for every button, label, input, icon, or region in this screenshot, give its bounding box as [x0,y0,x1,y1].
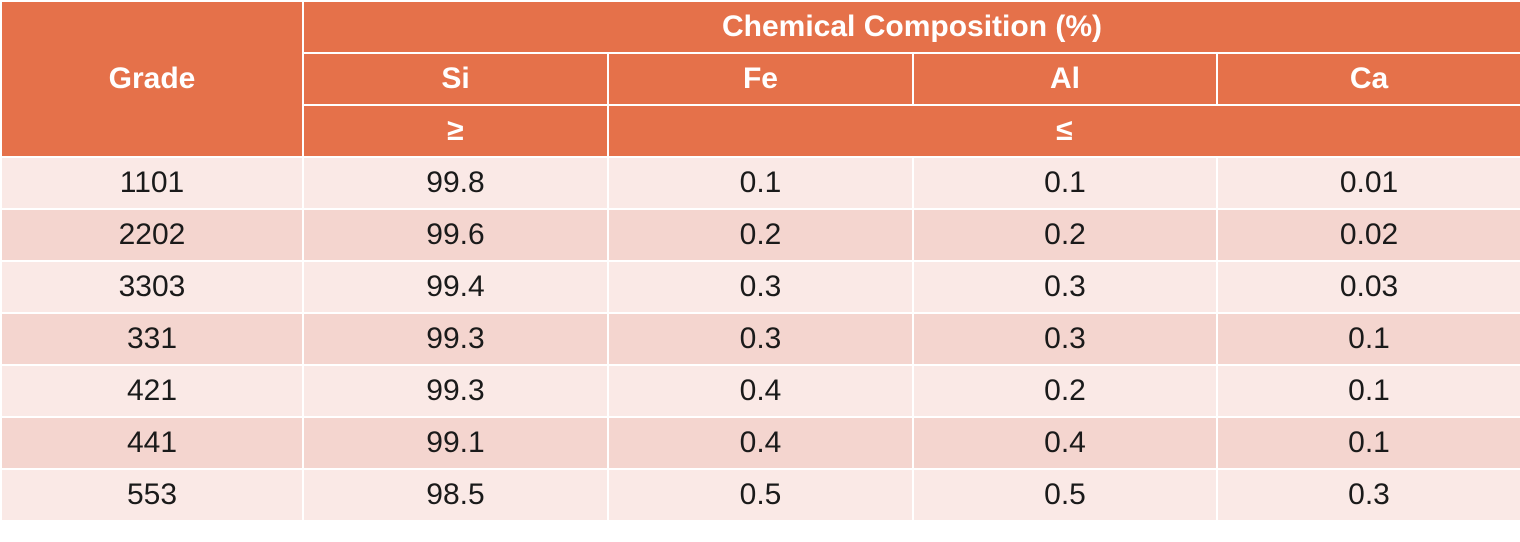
ca-cell: 0.1 [1215,312,1520,366]
si-cell: 99.6 [302,208,609,262]
ca-cell: 0.03 [1215,260,1520,314]
fe-cell: 0.2 [607,208,914,262]
al-cell: 0.3 [912,312,1218,366]
table-body: 1101 99.8 0.1 0.1 0.01 2202 99.6 0.2 0.2… [0,156,1520,522]
grade-cell: 441 [0,416,304,470]
grade-cell: 553 [0,468,304,522]
al-cell: 0.1 [912,156,1218,210]
si-cell: 98.5 [302,468,609,522]
fe-cell: 0.1 [607,156,914,210]
si-cell: 99.4 [302,260,609,314]
grade-cell: 2202 [0,208,304,262]
fe-cell: 0.5 [607,468,914,522]
table-row: 331 99.3 0.3 0.3 0.1 [0,312,1520,366]
table-header: Grade Chemical Composition (%) Si Fe Al … [0,0,1520,158]
table-row: 553 98.5 0.5 0.5 0.3 [0,468,1520,522]
others-limit-header: ≤ [606,104,1520,158]
grade-cell: 421 [0,364,304,418]
table-row: 3303 99.4 0.3 0.3 0.03 [0,260,1520,314]
al-cell: 0.4 [912,416,1218,470]
ca-cell: 0.1 [1215,364,1520,418]
table-row: 2202 99.6 0.2 0.2 0.02 [0,208,1520,262]
grade-cell: 1101 [0,156,304,210]
fe-cell: 0.3 [607,260,914,314]
si-column-header: Si [302,52,609,106]
table-row: 421 99.3 0.4 0.2 0.1 [0,364,1520,418]
al-cell: 0.5 [912,468,1218,522]
grade-cell: 3303 [0,260,304,314]
ca-column-header: Ca [1215,52,1520,106]
si-cell: 99.3 [302,364,609,418]
composition-table: Grade Chemical Composition (%) Si Fe Al … [0,0,1520,522]
ca-cell: 0.1 [1215,416,1520,470]
chemical-composition-header: Chemical Composition (%) [301,0,1520,54]
ca-cell: 0.3 [1215,468,1520,522]
si-cell: 99.3 [302,312,609,366]
al-column-header: Al [912,52,1218,106]
ca-cell: 0.01 [1215,156,1520,210]
grade-cell: 331 [0,312,304,366]
table-row: 441 99.1 0.4 0.4 0.1 [0,416,1520,470]
si-cell: 99.1 [302,416,609,470]
fe-cell: 0.3 [607,312,914,366]
fe-cell: 0.4 [607,364,914,418]
fe-cell: 0.4 [607,416,914,470]
al-cell: 0.3 [912,260,1218,314]
al-cell: 0.2 [912,208,1218,262]
table-row: 1101 99.8 0.1 0.1 0.01 [0,156,1520,210]
ca-cell: 0.02 [1215,208,1520,262]
al-cell: 0.2 [912,364,1218,418]
fe-column-header: Fe [607,52,914,106]
si-cell: 99.8 [302,156,609,210]
grade-column-header: Grade [0,0,304,158]
si-limit-header: ≥ [302,104,609,158]
